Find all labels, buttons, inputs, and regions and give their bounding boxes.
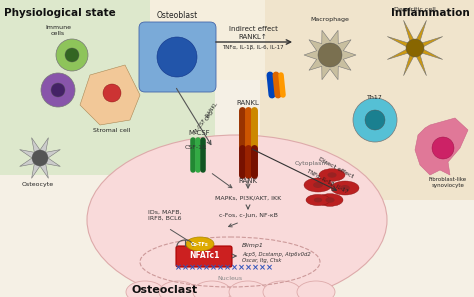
Text: CSF-1R: CSF-1R [185, 145, 207, 150]
Text: Nucleus: Nucleus [218, 276, 243, 280]
Text: Fibroblast-like
synoviocyte: Fibroblast-like synoviocyte [429, 177, 467, 188]
Text: NFATc1: NFATc1 [189, 252, 219, 260]
Text: ×: × [217, 263, 224, 273]
Ellipse shape [87, 135, 387, 297]
Ellipse shape [328, 172, 337, 178]
Text: ×: × [258, 263, 265, 273]
Text: ×: × [252, 263, 258, 273]
Polygon shape [80, 65, 140, 125]
Ellipse shape [317, 194, 343, 206]
Ellipse shape [159, 281, 197, 297]
Text: Immune
cells: Immune cells [45, 25, 71, 36]
Text: Osteoblast: Osteoblast [156, 11, 198, 20]
Text: ×: × [202, 263, 210, 273]
Ellipse shape [126, 281, 164, 297]
Text: Indirect effect: Indirect effect [228, 26, 277, 32]
FancyBboxPatch shape [139, 22, 216, 92]
Ellipse shape [326, 197, 335, 203]
Text: Acp5, Dcstamp, Atp6v0d2
Oscar, Itg, Ctsk: Acp5, Dcstamp, Atp6v0d2 Oscar, Itg, Ctsk [242, 252, 311, 263]
Text: RANKL: RANKL [237, 100, 259, 106]
Circle shape [365, 110, 385, 130]
Text: RANKL↑: RANKL↑ [238, 34, 267, 40]
Text: Blimp1: Blimp1 [242, 243, 264, 248]
Ellipse shape [229, 281, 267, 297]
Circle shape [318, 43, 342, 67]
Text: Cytoplasm: Cytoplasm [295, 160, 328, 165]
Circle shape [32, 150, 48, 166]
Text: ×: × [265, 263, 273, 273]
Text: ×: × [224, 263, 230, 273]
Text: IDs, MAFB,
IRF8, BCL6: IDs, MAFB, IRF8, BCL6 [148, 210, 182, 221]
Text: M-CSF: M-CSF [188, 130, 210, 136]
Text: Dendritic cell: Dendritic cell [394, 7, 436, 12]
Text: Co-TFs: Co-TFs [191, 241, 209, 247]
Circle shape [157, 37, 197, 77]
Text: MAPKs, PI3K/AKT, IKK: MAPKs, PI3K/AKT, IKK [215, 196, 281, 201]
Polygon shape [20, 138, 60, 178]
Ellipse shape [297, 281, 335, 297]
Ellipse shape [313, 182, 323, 188]
Text: RANK: RANK [238, 178, 257, 184]
Text: Direct effect: Direct effect [318, 157, 355, 179]
Ellipse shape [263, 281, 301, 297]
Polygon shape [415, 118, 468, 175]
Ellipse shape [193, 281, 231, 297]
Text: ×: × [230, 263, 237, 273]
Text: ×: × [182, 263, 189, 273]
Text: M-CSF, RANKL: M-CSF, RANKL [194, 102, 219, 135]
Text: Stromal cell: Stromal cell [93, 128, 131, 133]
FancyBboxPatch shape [150, 0, 265, 80]
FancyBboxPatch shape [176, 246, 232, 267]
Text: Osteocyte: Osteocyte [22, 182, 54, 187]
Polygon shape [304, 30, 356, 80]
Ellipse shape [306, 195, 330, 206]
Ellipse shape [319, 169, 345, 181]
Circle shape [353, 98, 397, 142]
Text: ×: × [245, 263, 252, 273]
Text: OPG: OPG [204, 109, 215, 121]
Ellipse shape [186, 237, 214, 251]
FancyBboxPatch shape [0, 0, 215, 175]
Text: ×: × [189, 263, 195, 273]
Text: Inflammation: Inflammation [391, 8, 470, 18]
Circle shape [406, 39, 424, 57]
Text: ×: × [174, 263, 182, 273]
Text: TNFα, IL-1β, IL-6, IL-17: TNFα, IL-1β, IL-6, IL-17 [222, 45, 284, 50]
Text: ×: × [237, 263, 245, 273]
Circle shape [432, 137, 454, 159]
Ellipse shape [304, 178, 332, 192]
Circle shape [41, 73, 75, 107]
Text: Physiological state: Physiological state [4, 8, 116, 18]
Circle shape [65, 48, 79, 62]
Circle shape [51, 83, 65, 97]
Text: c-Fos, c-Jun, NF-κB: c-Fos, c-Jun, NF-κB [219, 213, 277, 218]
Text: Osteoclast: Osteoclast [132, 285, 198, 295]
Ellipse shape [331, 181, 359, 195]
Text: ×: × [195, 263, 202, 273]
Circle shape [103, 84, 121, 102]
Text: TNFα, IL-1β, IL-17: TNFα, IL-1β, IL-17 [306, 169, 349, 195]
Text: Macrophage: Macrophage [310, 17, 349, 22]
Text: Th17: Th17 [367, 95, 383, 100]
Ellipse shape [340, 185, 350, 191]
Ellipse shape [314, 198, 322, 202]
Polygon shape [387, 20, 443, 76]
Circle shape [56, 39, 88, 71]
Text: ×: × [210, 263, 217, 273]
FancyBboxPatch shape [260, 0, 474, 200]
